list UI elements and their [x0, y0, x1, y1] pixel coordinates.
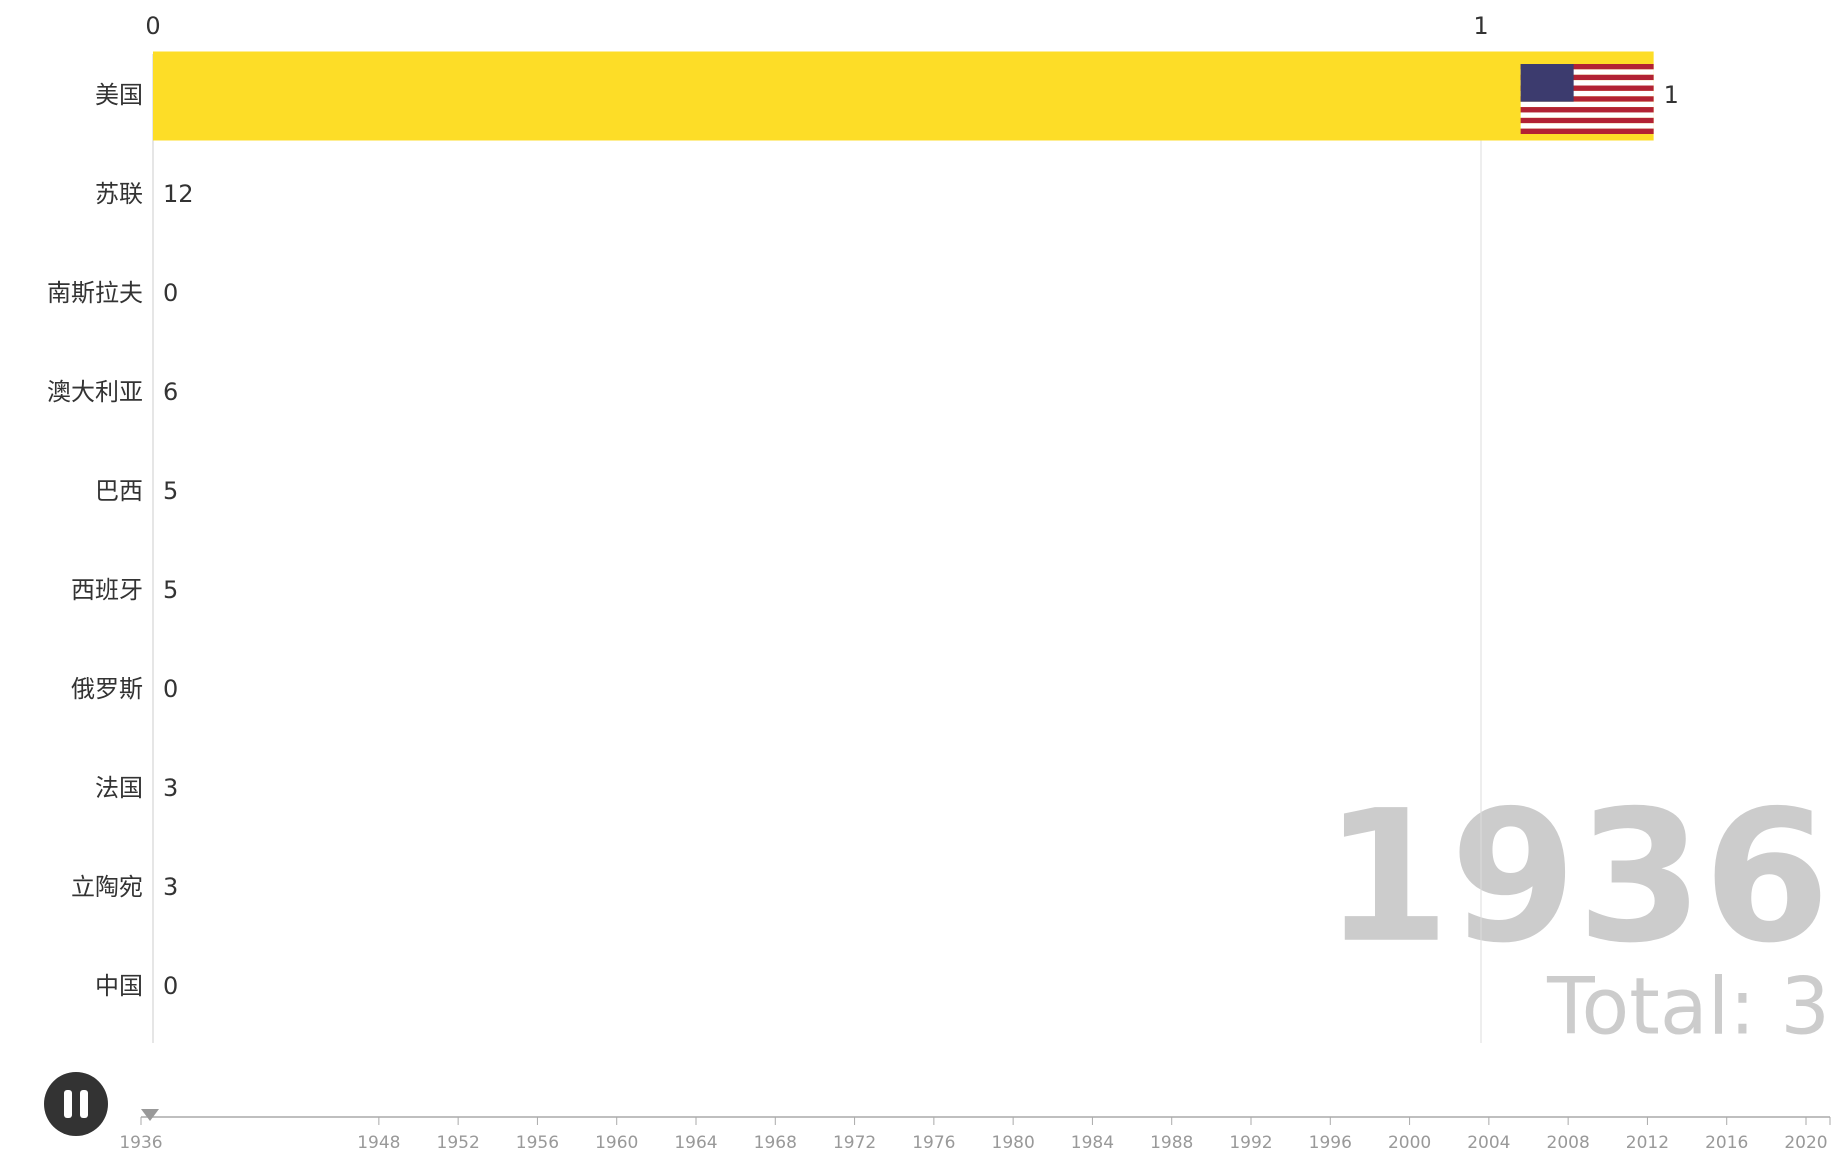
timeline-label: 1984 [1071, 1133, 1114, 1153]
flag-stripe [1520, 69, 1654, 75]
row-name: 法国 [95, 774, 143, 802]
timeline-label: 1980 [992, 1133, 1035, 1153]
x-tick-label: 0 [145, 12, 160, 40]
row-name: 立陶宛 [71, 873, 143, 901]
play-button[interactable] [44, 1072, 108, 1136]
row-name: 美国 [95, 81, 143, 109]
row-name: 俄罗斯 [71, 675, 143, 703]
value-label: 3 [163, 873, 178, 901]
flag-stripe [1520, 117, 1654, 124]
value-label: 12 [163, 180, 194, 208]
timeline-label: 1964 [674, 1133, 717, 1153]
flag-stripe [1520, 101, 1654, 108]
pause-button[interactable] [44, 1072, 108, 1136]
row-name: 西班牙 [71, 576, 143, 604]
row-name: 中国 [95, 972, 143, 1000]
timeline-label: 1948 [357, 1133, 400, 1153]
timeline-label: 1952 [437, 1133, 480, 1153]
value-label: 3 [163, 774, 178, 802]
timeline-label: 1956 [516, 1133, 559, 1153]
timeline-label: 2000 [1388, 1133, 1431, 1153]
timeline-label: 1960 [595, 1133, 638, 1153]
timeline-label: 1996 [1309, 1133, 1352, 1153]
row-name: 澳大利亚 [47, 378, 143, 406]
value-label: 0 [163, 279, 178, 307]
row-name: 南斯拉夫 [47, 279, 143, 307]
x-tick-label: 1 [1473, 12, 1488, 40]
timeline-label: 1992 [1229, 1133, 1272, 1153]
pause-icon [80, 1090, 88, 1118]
timeline-label: 1936 [119, 1133, 162, 1153]
flag-stripe [1520, 80, 1654, 86]
timeline-label: 1976 [912, 1133, 955, 1153]
total-label: Total: 3 [1546, 962, 1830, 1052]
flag-stripe [1520, 112, 1654, 118]
flag-stripe [1520, 128, 1654, 134]
timeline-label: 2016 [1705, 1133, 1748, 1153]
flag-stripe [1520, 90, 1654, 97]
timeline-label: 2004 [1467, 1133, 1510, 1153]
value-label: 6 [163, 378, 178, 406]
year-label: 1936 [1323, 771, 1830, 983]
flag-stripe [1520, 64, 1654, 70]
flag-canton [1520, 64, 1574, 102]
flag-stripe [1520, 96, 1654, 102]
value-label: 5 [163, 477, 178, 505]
value-label: 0 [163, 675, 178, 703]
flag-stripe [1520, 107, 1654, 113]
flag-stripe [1520, 74, 1654, 81]
timeline-label: 2012 [1626, 1133, 1669, 1153]
value-label: 5 [163, 576, 178, 604]
flag-stripe [1520, 123, 1654, 129]
value-label: 1 [1664, 81, 1679, 109]
timeline-label: 1972 [833, 1133, 876, 1153]
flag-stripe [1520, 85, 1654, 91]
row-name: 苏联 [95, 180, 143, 208]
timeline-label: 2020 [1784, 1133, 1827, 1153]
value-label: 0 [163, 972, 178, 1000]
bar [153, 51, 1654, 141]
row-name: 巴西 [95, 477, 143, 505]
timeline-handle [141, 1109, 159, 1121]
timeline-label: 1968 [754, 1133, 797, 1153]
timeline-label: 2008 [1547, 1133, 1590, 1153]
pause-icon [64, 1090, 72, 1118]
timeline-label: 1988 [1150, 1133, 1193, 1153]
